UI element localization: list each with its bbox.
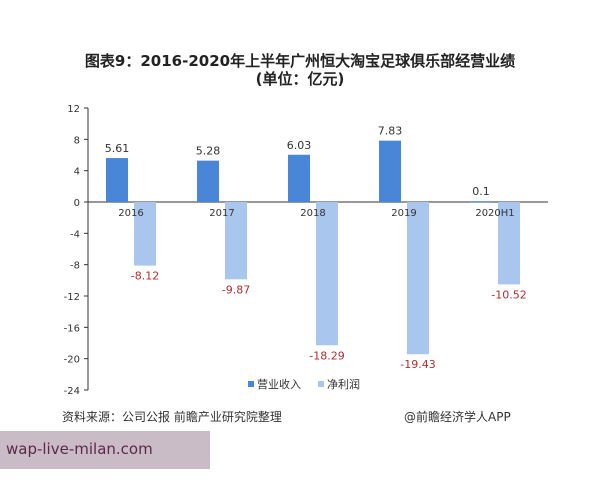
y-tick-label: 4 bbox=[74, 167, 80, 178]
legend-label: 营业收入 bbox=[257, 377, 301, 391]
y-tick-label: -16 bbox=[64, 323, 80, 334]
legend-swatch bbox=[248, 381, 254, 387]
data-label-revenue: 5.61 bbox=[105, 142, 130, 155]
data-label-revenue: 6.03 bbox=[287, 139, 312, 152]
bar-revenue bbox=[197, 160, 219, 202]
credit-note: @前瞻经济学人APP bbox=[404, 410, 511, 424]
y-tick-label: 8 bbox=[74, 135, 80, 146]
x-tick-label: 2018 bbox=[300, 208, 325, 219]
y-tick-label: -8 bbox=[70, 261, 80, 272]
bar-net-profit bbox=[225, 202, 247, 280]
y-tick-label: -24 bbox=[64, 386, 80, 397]
bar-revenue bbox=[288, 154, 310, 202]
chart-subtitle: (单位：亿元) bbox=[255, 70, 345, 88]
bar-revenue bbox=[470, 201, 492, 203]
data-label-revenue: 7.83 bbox=[378, 125, 403, 138]
data-label-net-profit: -8.12 bbox=[131, 270, 159, 283]
y-tick-label: -12 bbox=[64, 292, 80, 303]
bar-net-profit bbox=[134, 202, 156, 266]
y-tick-label: 12 bbox=[67, 104, 80, 115]
bar-net-profit bbox=[498, 202, 520, 285]
bar-net-profit bbox=[407, 202, 429, 355]
y-tick-label: -20 bbox=[64, 355, 80, 366]
data-label-net-profit: -19.43 bbox=[400, 358, 435, 371]
data-label-net-profit: -9.87 bbox=[222, 283, 250, 296]
y-tick-label: -4 bbox=[70, 229, 80, 240]
legend-label: 净利润 bbox=[327, 377, 360, 391]
data-label-revenue: 0.1 bbox=[472, 185, 490, 198]
bar-net-profit bbox=[316, 202, 338, 346]
y-tick-label: 0 bbox=[74, 198, 80, 209]
bar-revenue bbox=[106, 158, 128, 202]
x-tick-label: 2020H1 bbox=[475, 208, 514, 219]
x-tick-label: 2017 bbox=[209, 208, 234, 219]
data-label-revenue: 5.28 bbox=[196, 145, 221, 158]
source-note: 资料来源：公司公报 前瞻产业研究院整理 bbox=[62, 410, 282, 424]
legend-swatch bbox=[318, 381, 324, 387]
bar-revenue bbox=[379, 140, 401, 202]
watermark-text: wap-live-milan.com bbox=[6, 440, 153, 458]
watermark-banner: wap-live-milan.com bbox=[0, 431, 210, 469]
data-label-net-profit: -10.52 bbox=[491, 288, 526, 301]
data-label-net-profit: -18.29 bbox=[309, 349, 344, 362]
x-tick-label: 2019 bbox=[391, 208, 416, 219]
x-tick-label: 2016 bbox=[118, 208, 143, 219]
chart-title: 图表9：2016-2020年上半年广州恒大淘宝足球俱乐部经营业绩 bbox=[84, 52, 516, 70]
